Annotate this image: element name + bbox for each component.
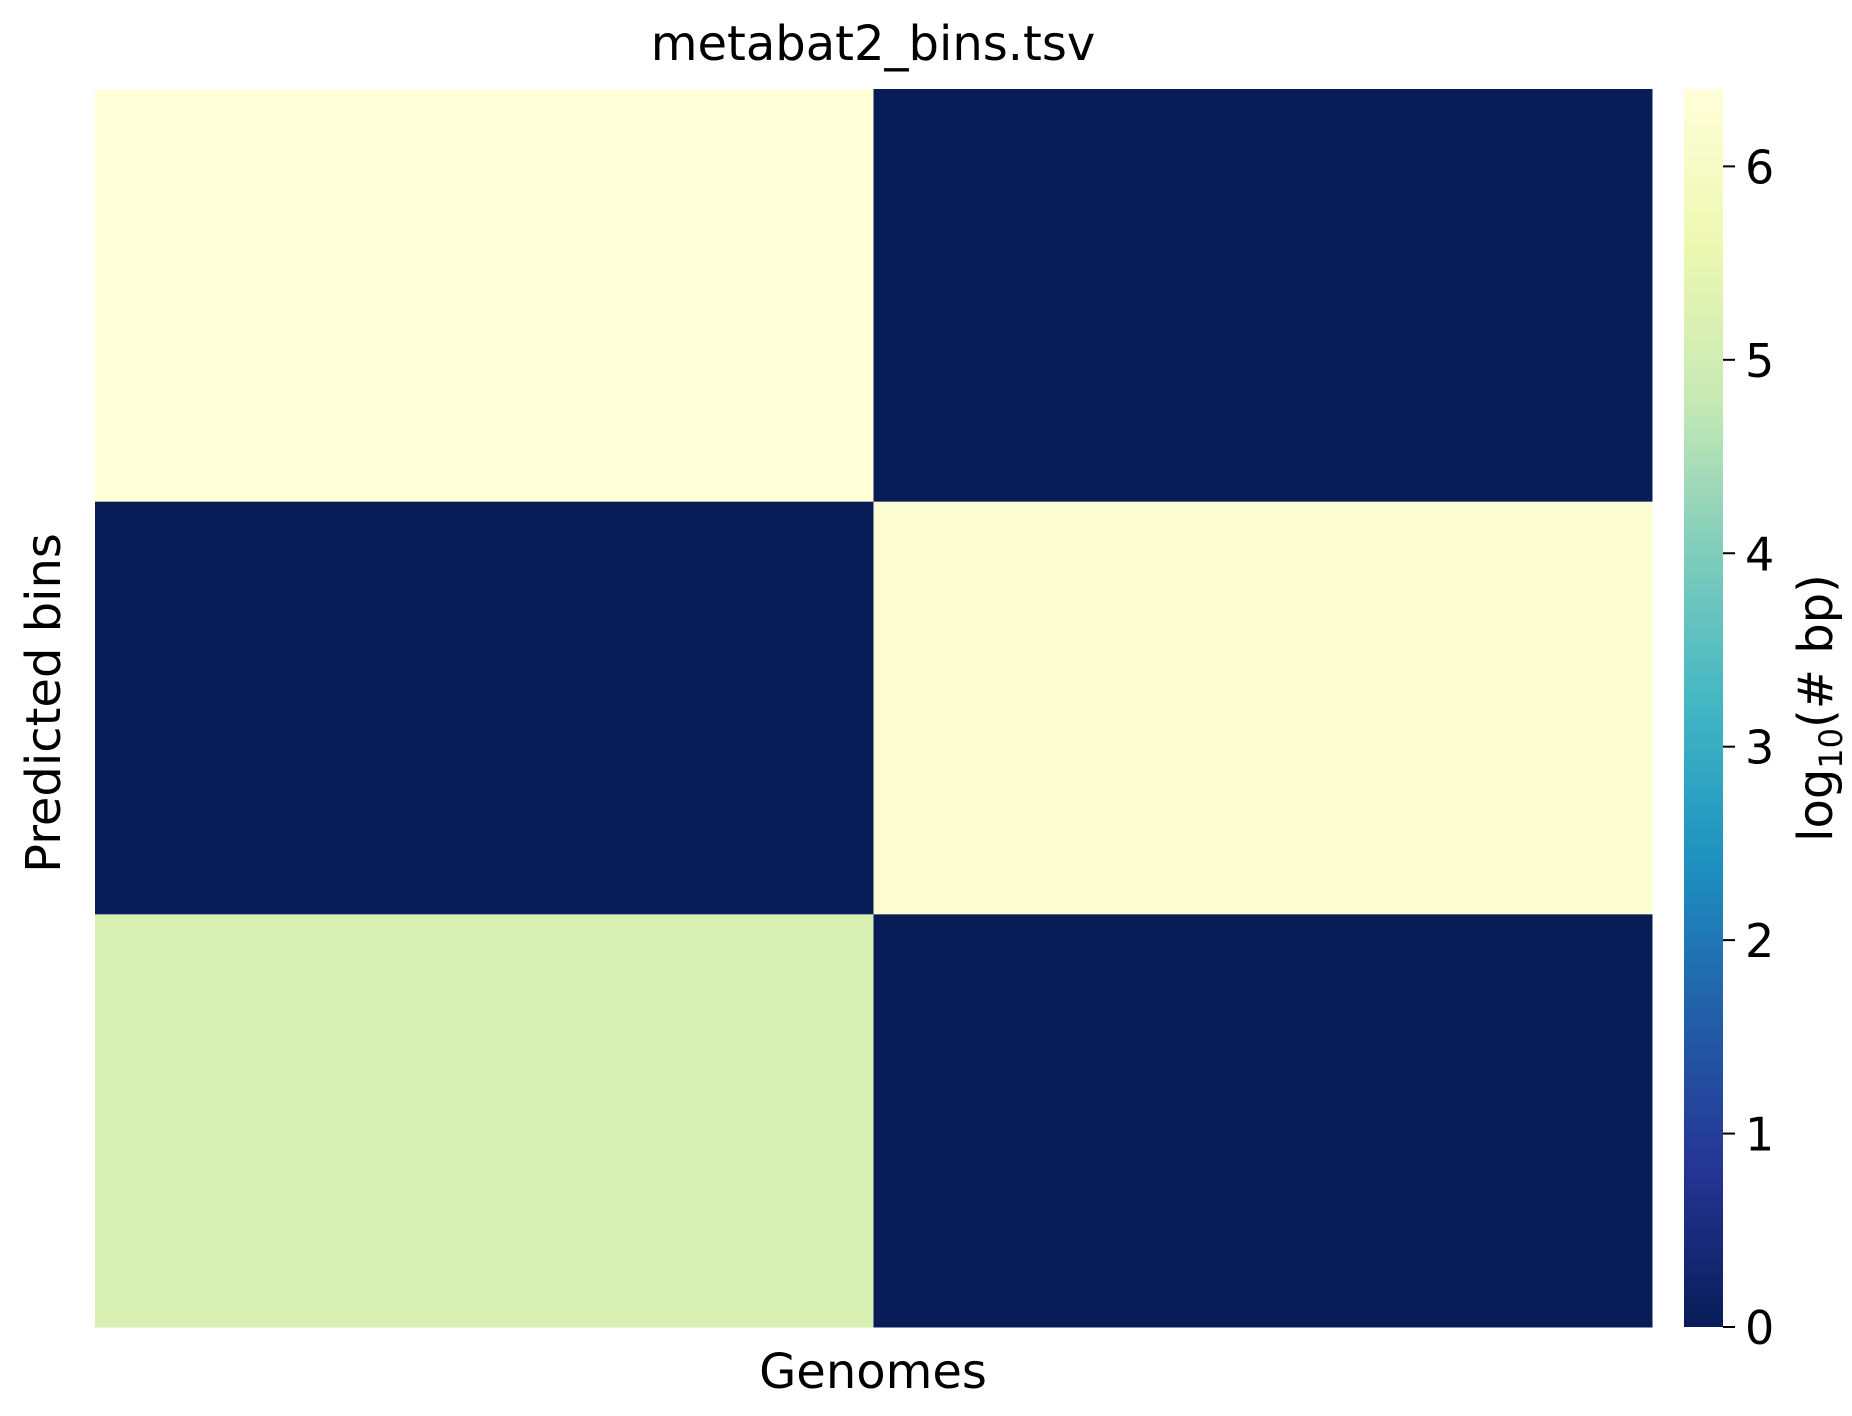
colorbar-tick-label-1: 1 [1745, 1108, 1774, 1162]
colorbar-tick-label-5: 5 [1745, 334, 1774, 388]
colorbar-label: log10(# bp) [1788, 574, 1850, 842]
colorbar-tick-label-2: 2 [1745, 914, 1774, 968]
colorbar-tick-label-0: 0 [1745, 1301, 1774, 1355]
colorbar [1684, 89, 1723, 1327]
heatmap-cell-r1-c2 [873, 89, 1653, 503]
y-axis-label: Predicted bins [16, 533, 72, 873]
colorbar-tick-label-4: 4 [1745, 527, 1774, 581]
x-axis-label: Genomes [759, 1344, 987, 1400]
heatmap-cell-r3-c2 [873, 914, 1653, 1328]
heatmap-cell-r1-c1 [95, 89, 874, 503]
colorbar-label-main: log [1788, 769, 1844, 842]
colorbar-label-subscript: 10 [1812, 728, 1850, 769]
heatmap-cell-r3-c1 [95, 914, 874, 1328]
colorbar-tick-label-3: 3 [1745, 721, 1774, 775]
heatmap-cells [95, 89, 1653, 1328]
colorbar-ticks: 0 1 2 3 4 5 6 [1723, 140, 1774, 1355]
heatmap-cell-r2-c1 [95, 501, 874, 915]
colorbar-label-rest: (# bp) [1788, 574, 1844, 728]
chart-title: metabat2_bins.tsv [651, 16, 1096, 72]
heatmap-cell-r2-c2 [873, 501, 1653, 915]
colorbar-tick-label-6: 6 [1745, 140, 1774, 194]
